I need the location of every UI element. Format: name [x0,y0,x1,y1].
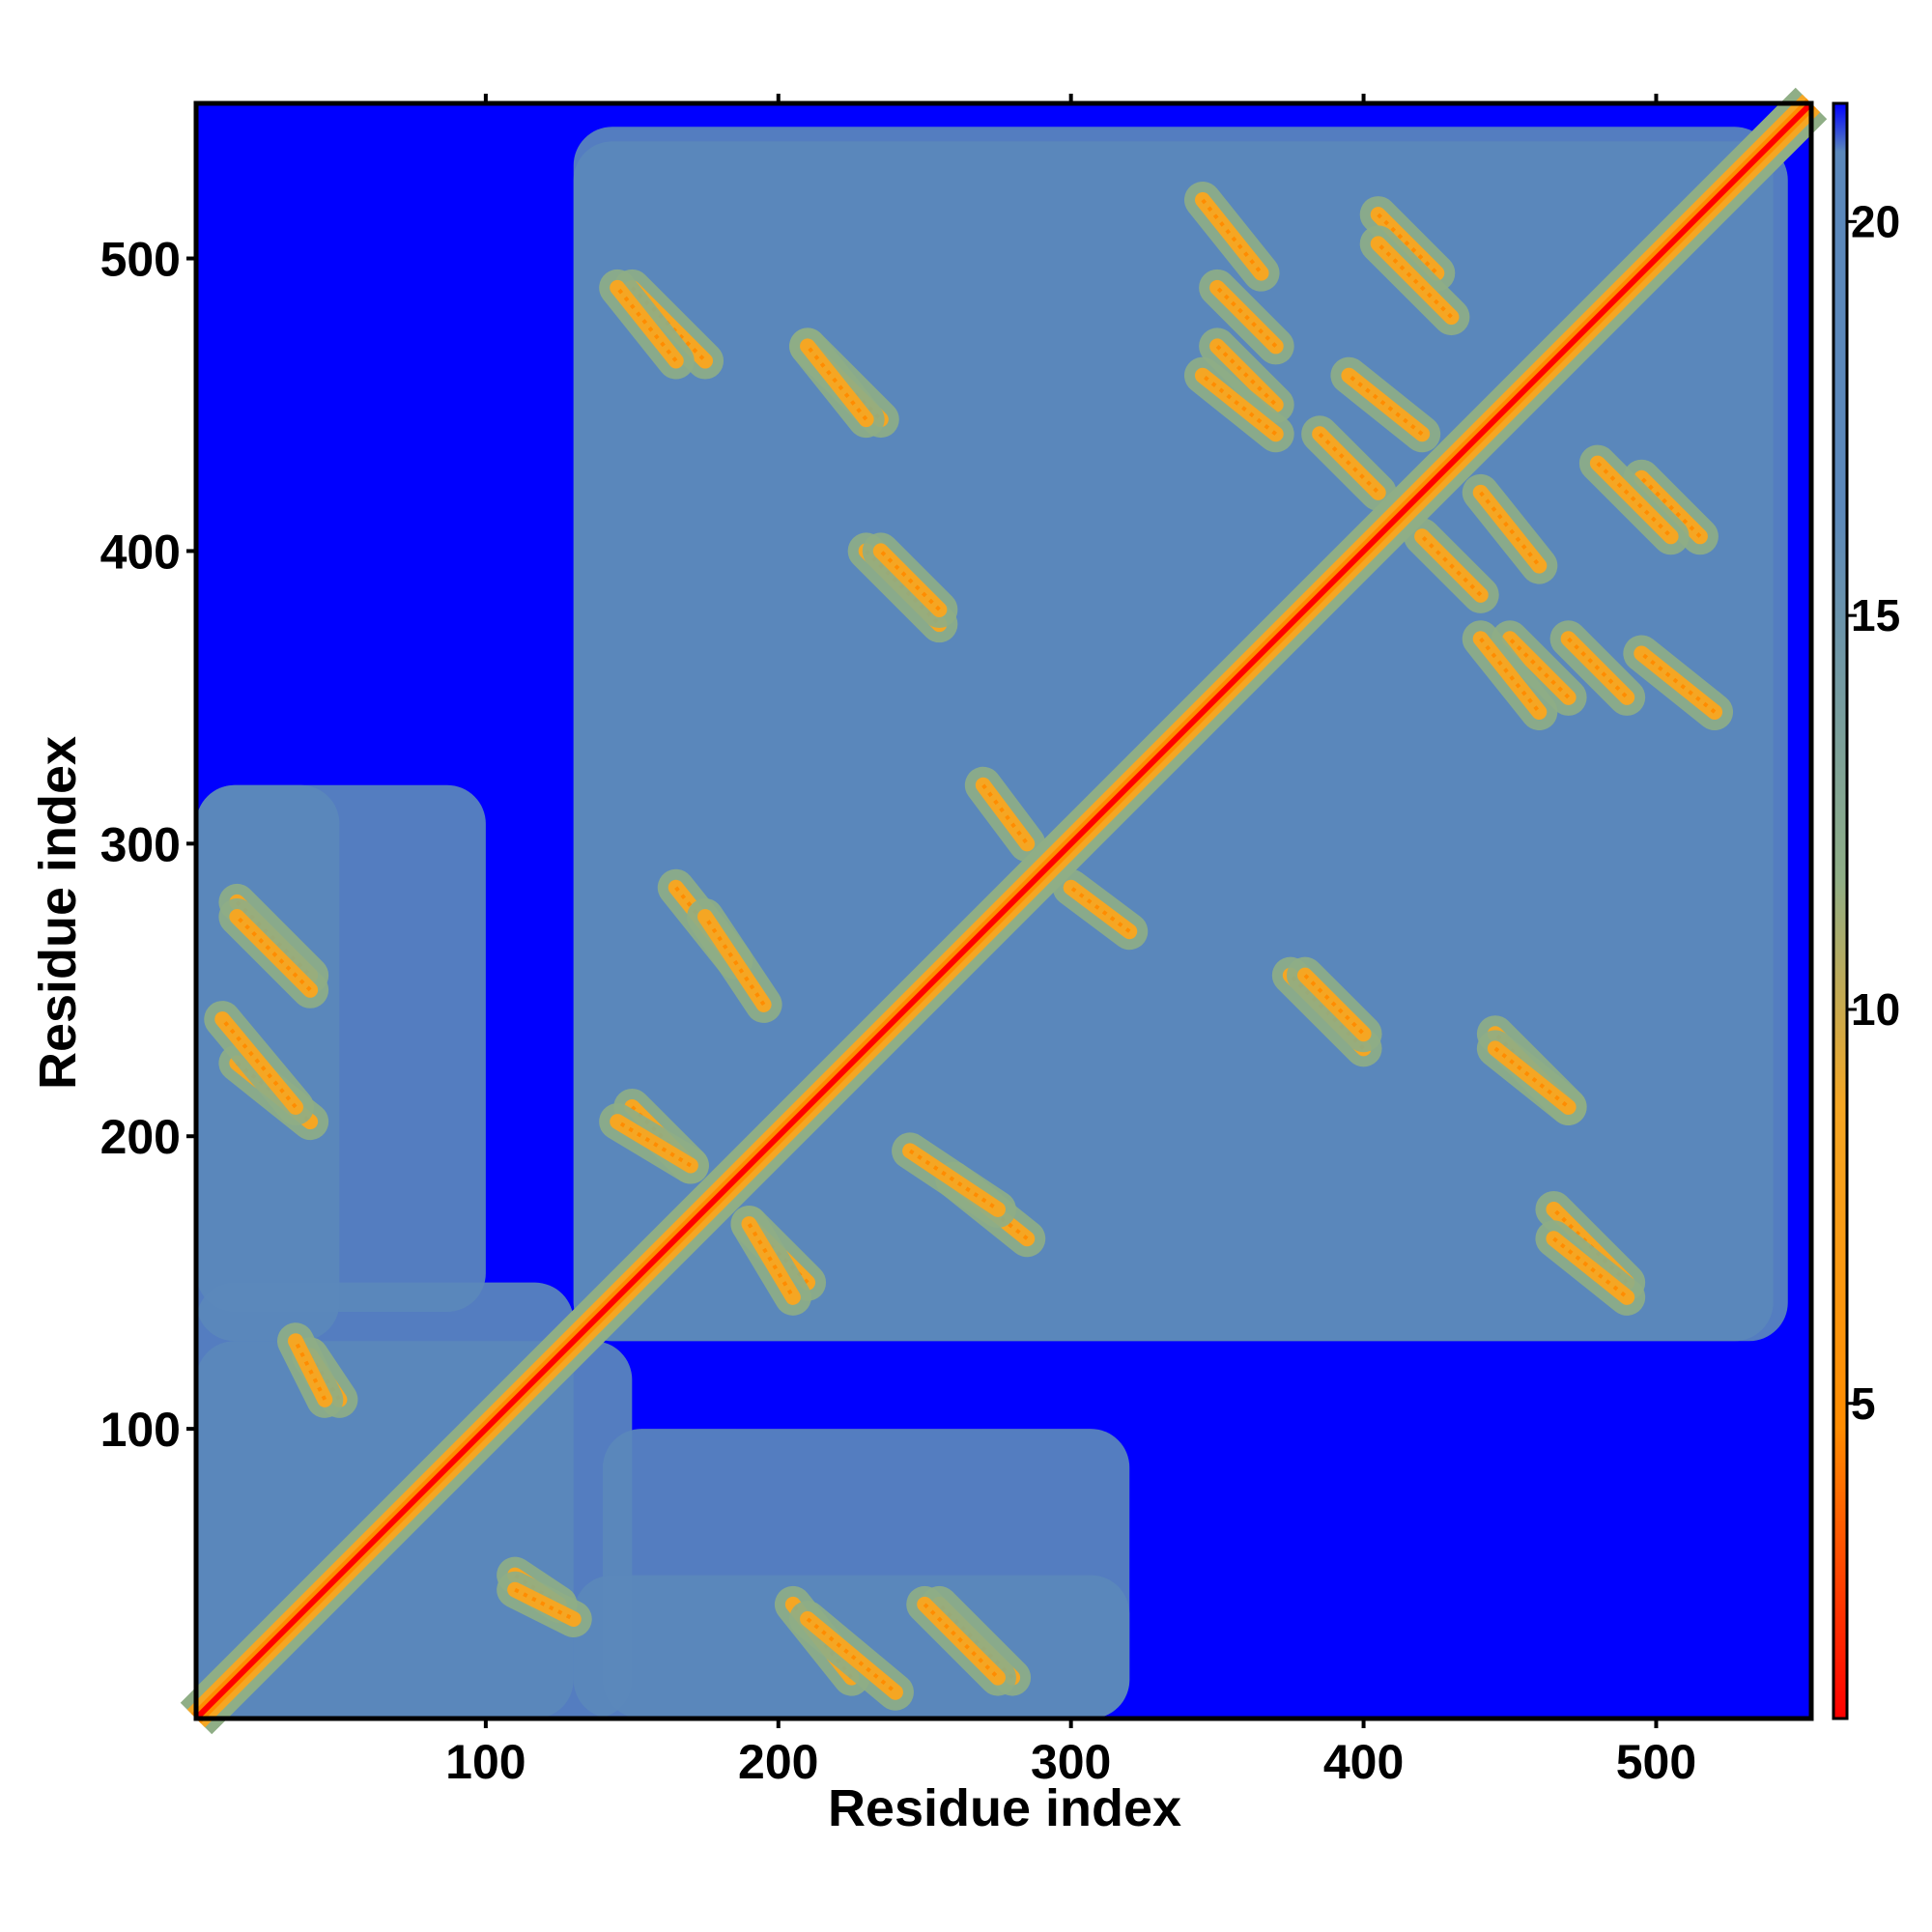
x-axis-label: Residue index [828,1779,1181,1837]
contact-band-9-0 [1549,620,1646,716]
contact-band-18-1 [687,898,782,1023]
contact-band-21-1 [204,1001,314,1125]
contact-band-8-0 [1578,444,1690,555]
contact-band-18-0 [892,1132,1016,1228]
x-tick-label-100: 100 [445,1735,526,1789]
contact-band-5-1 [1623,459,1719,555]
contact-band-12-0 [1476,1030,1587,1125]
contact-band-22-0 [906,1585,1016,1696]
contact-band-8-1 [1359,225,1470,336]
contact-band-22-1 [218,898,329,1009]
contact-band-10-0 [1462,620,1558,731]
contact-band-15-1 [1052,868,1149,951]
colorbar-label-5: 5 [1851,1378,1876,1429]
contact-band-12-1 [789,327,885,439]
contact-band-7-1 [1330,356,1441,453]
x-tick-label-200: 200 [738,1735,818,1789]
contact-band-10-1 [1183,356,1294,453]
contact-band-17-0 [730,1206,811,1316]
colorbar-gradient [1832,101,1849,1720]
y-tick-label-100: 100 [100,1403,181,1457]
x-tick-label-300: 300 [1031,1735,1111,1789]
contact-band-24-0 [497,1571,592,1638]
contact-band-3-1 [1623,635,1734,731]
contact-band-11-0 [1286,956,1382,1053]
contact-band-13-0 [1535,1220,1646,1316]
colorbar-label-15: 15 [1851,590,1900,640]
y-tick-label-200: 200 [100,1110,181,1164]
contact-band-5-0 [1359,196,1456,292]
colorbar-label-20: 20 [1851,196,1900,246]
y-axis-label: Residue index [29,736,87,1090]
y-axis: 100 200 300 400 500 [100,233,196,1457]
contact-band-6-1 [1404,518,1499,613]
contact-band-4-0 [1199,327,1294,423]
contact-band-24-1 [276,1322,344,1418]
contact-band-3-0 [1183,181,1280,292]
colorbar: 5 10 15 20 [1832,101,1900,1720]
contact-band-13-1 [599,269,695,380]
x-tick-label-500: 500 [1616,1735,1696,1789]
x-tick-label-400: 400 [1323,1735,1404,1789]
contact-band-9-1 [1199,269,1294,365]
contact-band-21-0 [789,1601,914,1711]
colorbar-label-10: 10 [1851,984,1900,1035]
contact-band-11-1 [862,532,958,629]
main-diagonal [180,87,1828,1735]
contact-band-6-0 [1301,415,1397,511]
contact-band-7-0 [1462,473,1558,584]
contact-band-15-0 [964,766,1046,863]
x-axis: 100 200 300 400 500 [445,94,1696,1789]
y-tick-label-400: 400 [100,525,181,579]
contact-band-17-1 [599,1103,709,1184]
y-tick-label-300: 300 [100,817,181,871]
contact-band-4-1 [1492,620,1587,716]
y-tick-label-500: 500 [100,233,181,287]
heatmap-plot-area [180,87,1828,1735]
plot-frame [193,100,1814,1721]
